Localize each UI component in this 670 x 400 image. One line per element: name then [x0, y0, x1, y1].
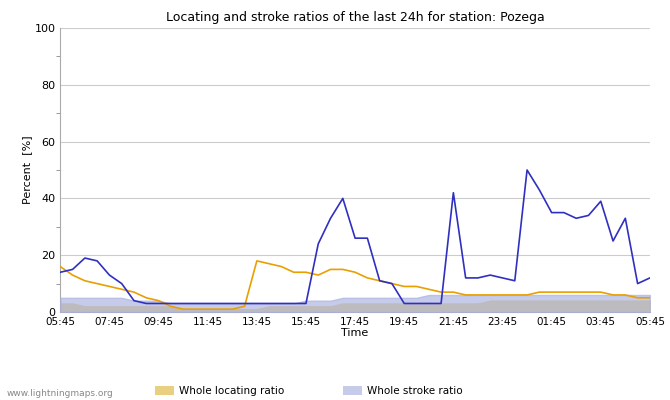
X-axis label: Time: Time	[342, 328, 368, 338]
Legend: Whole locating ratio, Locating ratio station Pozega, Whole stroke ratio, Stroke : Whole locating ratio, Locating ratio sta…	[152, 383, 511, 400]
Text: www.lightningmaps.org: www.lightningmaps.org	[7, 389, 113, 398]
Y-axis label: Percent  [%]: Percent [%]	[21, 136, 31, 204]
Title: Locating and stroke ratios of the last 24h for station: Pozega: Locating and stroke ratios of the last 2…	[165, 11, 545, 24]
